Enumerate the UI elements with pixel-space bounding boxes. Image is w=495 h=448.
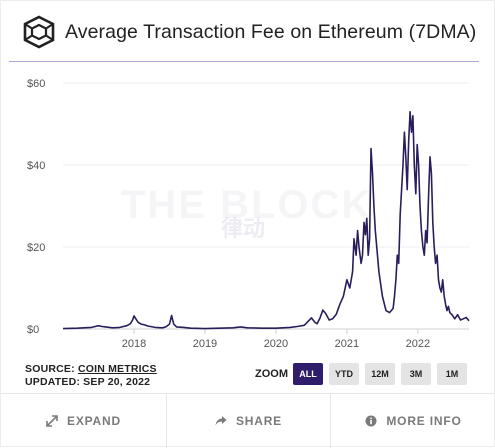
footer-separator — [330, 394, 331, 448]
series-layer — [62, 110, 470, 330]
x-tick-label: 2019 — [193, 338, 217, 350]
zoom-3m-button[interactable]: 3M — [401, 363, 431, 385]
chart-area[interactable]: THE BLOCK 律动 $0 $20 $40 $60 2018 2019 2020 202… — [1, 63, 495, 361]
series-line-fee[interactable] — [62, 110, 470, 330]
the-block-cube-icon — [23, 15, 55, 49]
expand-icon — [46, 415, 58, 427]
y-tick-label: $0 — [27, 324, 39, 336]
zoom-label: ZOOM — [255, 368, 288, 380]
footer-divider — [1, 393, 495, 394]
chart-header: Average Transaction Fee on Ethereum (7DM… — [1, 1, 495, 63]
y-tick-label: $60 — [27, 78, 45, 90]
more-info-button[interactable]: MORE INFO — [331, 394, 495, 448]
share-arrow-icon — [215, 416, 227, 426]
y-axis-ticks: $0 $20 $40 $60 — [27, 78, 45, 336]
zoom-all-button[interactable]: ALL — [293, 363, 323, 385]
expand-button[interactable]: EXPAND — [1, 394, 166, 448]
footer-separator — [166, 394, 167, 448]
more-info-label: MORE INFO — [386, 414, 462, 428]
expand-label: EXPAND — [67, 414, 121, 428]
x-tick-label: 2020 — [264, 338, 288, 350]
source-prefix: SOURCE: — [25, 363, 78, 375]
zoom-12m-button[interactable]: 12M — [365, 363, 395, 385]
header-divider — [9, 61, 479, 62]
x-tick-label: 2021 — [335, 338, 359, 350]
x-tick-label: 2022 — [406, 338, 430, 350]
line-chart[interactable]: $0 $20 $40 $60 2018 2019 2020 2021 2022 — [1, 63, 495, 361]
zoom-1m-button[interactable]: 1M — [437, 363, 467, 385]
x-tick-label: 2018 — [122, 338, 146, 350]
y-tick-label: $40 — [27, 160, 45, 172]
source-block: SOURCE: COIN METRICS UPDATED: SEP 20, 20… — [25, 363, 157, 389]
chart-title: Average Transaction Fee on Ethereum (7DM… — [65, 21, 477, 43]
share-button[interactable]: SHARE — [167, 394, 330, 448]
zoom-ytd-button[interactable]: YTD — [329, 363, 359, 385]
updated-date: UPDATED: SEP 20, 2022 — [25, 376, 151, 388]
source-link[interactable]: COIN METRICS — [77, 363, 157, 375]
x-axis-ticks: 2018 2019 2020 2021 2022 — [122, 329, 430, 350]
gridlines — [63, 82, 469, 330]
y-tick-label: $20 — [27, 242, 45, 254]
share-label: SHARE — [235, 414, 282, 428]
info-icon — [365, 415, 377, 427]
